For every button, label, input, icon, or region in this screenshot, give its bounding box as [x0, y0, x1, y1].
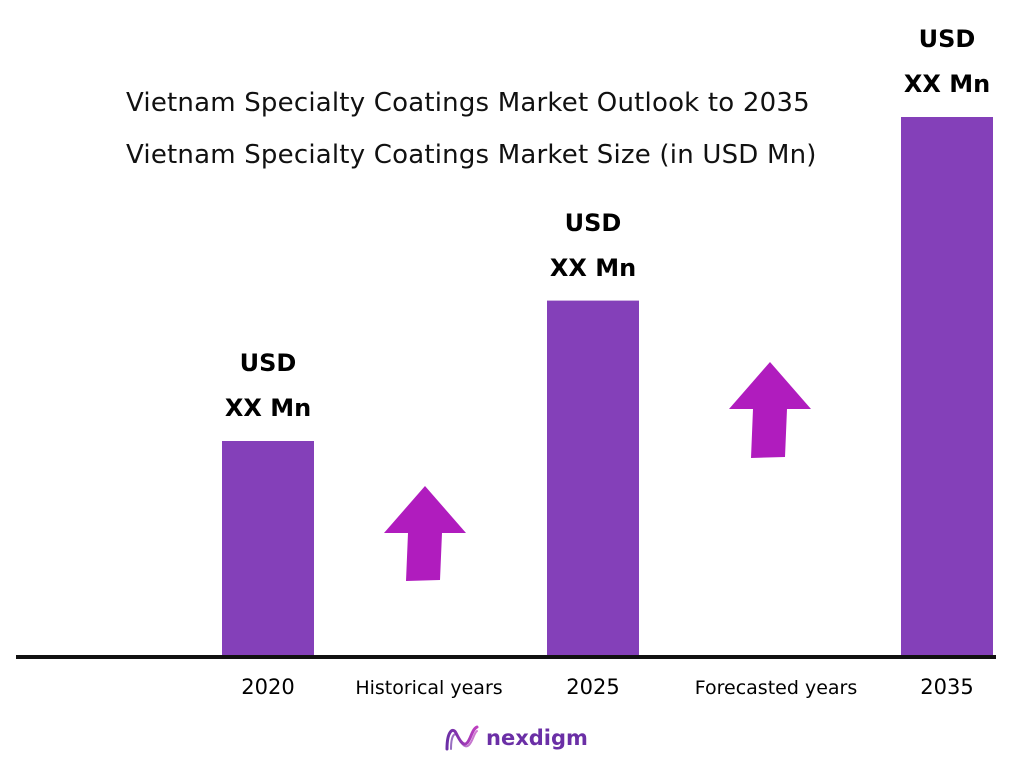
value-label-amount: XX Mn	[903, 70, 991, 98]
value-label-amount: XX Mn	[224, 394, 312, 422]
chart-title: Vietnam Specialty Coatings Market Outloo…	[126, 88, 810, 118]
period-label: Historical years	[355, 677, 503, 699]
brand-logo: nexdigm	[444, 725, 588, 751]
value-label-amount: XX Mn	[549, 253, 637, 282]
period-label: Forecasted years	[694, 677, 858, 699]
chart-subtitle: Vietnam Specialty Coatings Market Size (…	[126, 140, 817, 170]
up-arrow-icon	[384, 486, 466, 581]
bar-value-label: USD XX Mn	[198, 341, 338, 431]
bar-value-label: USD XX Mn	[523, 201, 663, 291]
value-label-currency: USD	[239, 349, 297, 377]
x-tick-label: 2025	[566, 675, 620, 699]
bar-2020	[222, 441, 314, 657]
up-arrow-icon	[729, 362, 811, 458]
brand-name: nexdigm	[486, 726, 588, 750]
value-label-currency: USD	[918, 25, 976, 53]
bar-value-label: USD XX Mn	[877, 17, 1017, 107]
x-tick-label: 2020	[241, 675, 295, 699]
bar-2025	[547, 300, 639, 657]
value-label-currency: USD	[564, 208, 622, 237]
nexdigm-logo-icon	[445, 725, 479, 751]
bar-2035	[901, 117, 993, 657]
x-tick-label: 2035	[920, 675, 974, 699]
